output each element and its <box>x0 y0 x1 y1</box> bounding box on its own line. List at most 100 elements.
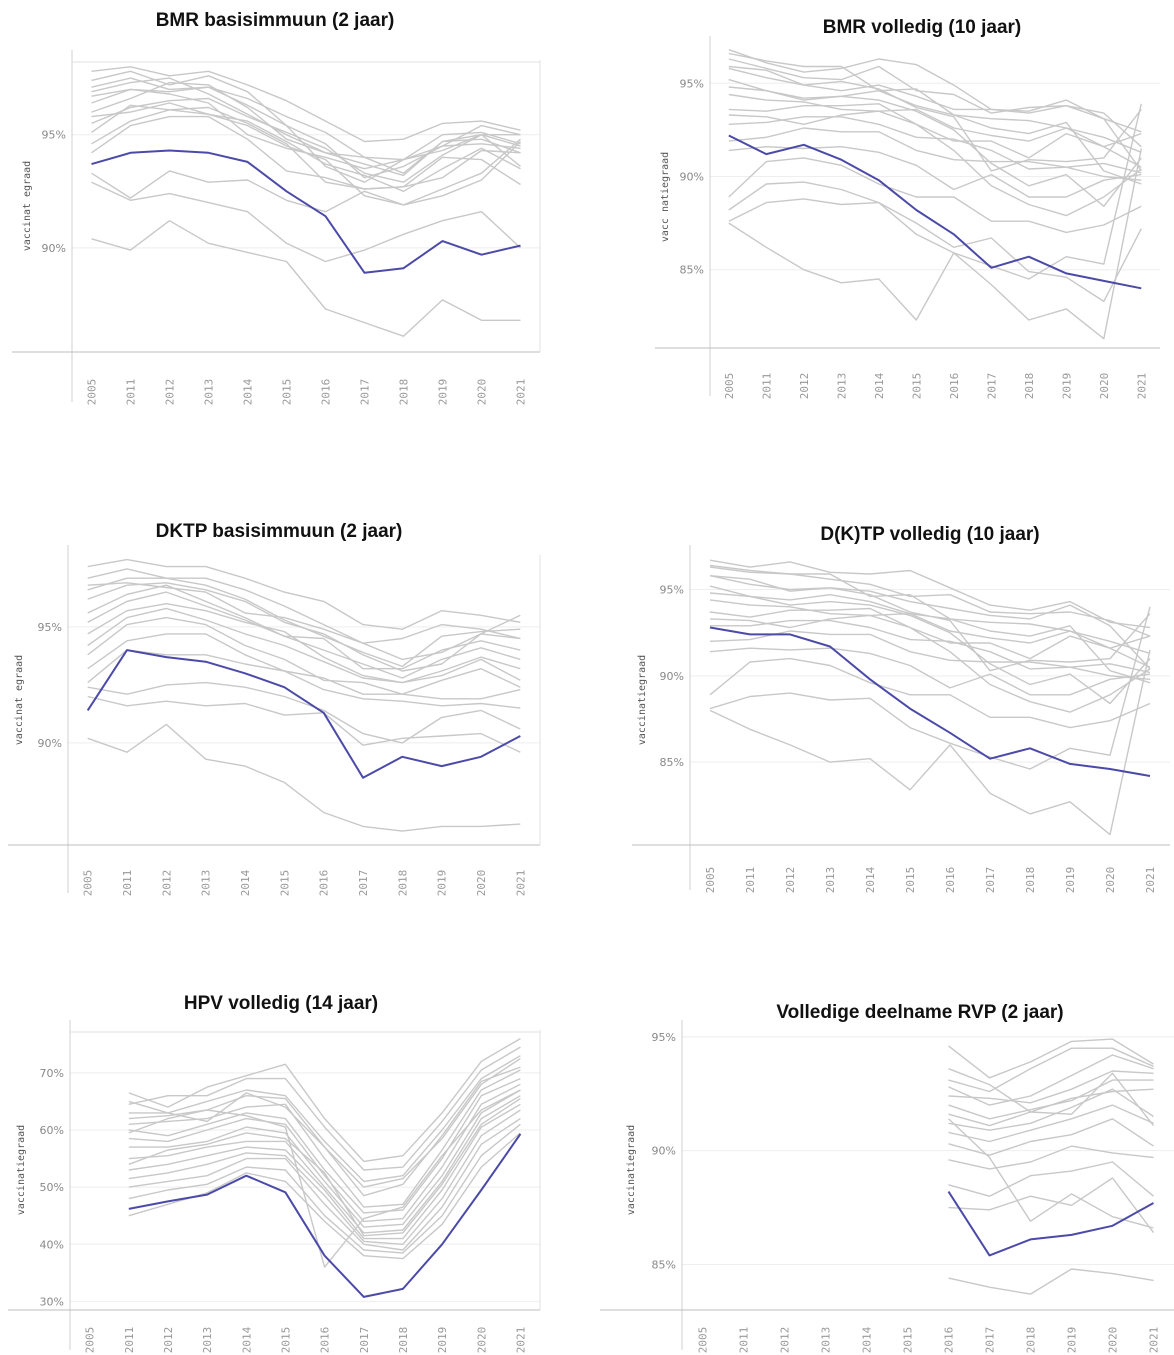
y-tick-label: 90% <box>680 170 704 183</box>
x-tick-label: 2014 <box>861 1326 874 1353</box>
series-line <box>91 77 521 161</box>
y-axis-label: vaccinatiegraad <box>626 1125 637 1215</box>
series-line <box>948 1088 1154 1131</box>
x-tick-label: 2014 <box>239 869 252 896</box>
series-line <box>709 564 1151 684</box>
series-line <box>91 97 521 183</box>
x-tick-label: 2021 <box>1148 1327 1161 1354</box>
y-tick-label: 85% <box>680 264 704 277</box>
x-tick-label: 2015 <box>278 870 291 897</box>
x-tick-label: 2017 <box>985 373 998 400</box>
highlight-series-line <box>91 149 521 274</box>
series-line <box>87 603 521 684</box>
x-tick-label: 2005 <box>704 867 717 894</box>
series-line <box>91 106 521 190</box>
x-tick-label: 2017 <box>984 1327 997 1354</box>
y-tick-label: 85% <box>652 1258 676 1271</box>
y-tick-label: 95% <box>660 584 684 597</box>
y-tick-label: 30% <box>40 1295 64 1308</box>
chart-title: HPV volledig (14 jaar) <box>183 993 379 1014</box>
series-line <box>91 77 521 177</box>
series-line <box>87 616 521 695</box>
x-tick-label: 2011 <box>738 1327 751 1354</box>
series-line <box>728 127 1142 181</box>
chart-panel: 95% 90% 85% 2005 2011 2012 2013 2014 2015 2016 201… <box>655 36 1160 399</box>
x-tick-label: 2020 <box>1104 867 1117 894</box>
x-tick-label: 2015 <box>904 867 917 894</box>
x-tick-label: 2013 <box>200 870 213 897</box>
x-tick-label: 2011 <box>123 1327 136 1354</box>
highlight-series-line <box>728 134 1142 290</box>
x-tick-label: 2011 <box>121 870 134 897</box>
y-tick-label: 95% <box>42 129 66 142</box>
chart-title: BMR volledig (10 jaar) <box>822 17 1022 38</box>
x-tick-label: 2013 <box>820 1327 833 1354</box>
series-line <box>948 1070 1154 1104</box>
x-tick-label: 2019 <box>1064 867 1077 894</box>
y-tick-label: 95% <box>652 1031 676 1044</box>
series-line <box>87 591 521 679</box>
series-line <box>91 70 521 179</box>
series-line <box>128 1046 521 1171</box>
x-tick-label: 2016 <box>944 867 957 894</box>
chart-title: BMR basisimmuun (2 jaar) <box>155 10 395 31</box>
chart-title: DKTP basisimmuun (2 jaar) <box>155 521 403 542</box>
x-tick-label: 2017 <box>357 870 370 897</box>
series-line <box>728 49 1142 133</box>
highlight-series-line <box>709 626 1151 777</box>
x-tick-label: 2018 <box>1024 867 1037 894</box>
series-line <box>948 1268 1154 1295</box>
series-line <box>128 1055 521 1183</box>
series-line <box>87 582 521 672</box>
y-axis-label: vaccinatiegraad <box>637 655 648 745</box>
series-line <box>709 575 1151 672</box>
x-tick-label: 2012 <box>779 1327 792 1354</box>
x-tick-label: 2018 <box>397 1327 410 1354</box>
series-line <box>709 647 1151 696</box>
series-line <box>728 86 1142 207</box>
series-line <box>91 115 521 190</box>
series-line <box>87 582 521 661</box>
series-line <box>728 65 1142 172</box>
x-tick-label: 2018 <box>398 379 411 406</box>
y-axis-label: vacc natiegraad <box>660 152 671 242</box>
x-tick-label: 2013 <box>201 1327 214 1354</box>
x-tick-label: 2005 <box>723 373 736 400</box>
x-tick-label: 2020 <box>1098 373 1111 400</box>
x-tick-label: 2021 <box>1135 373 1148 400</box>
chart-panel: 95% 90% 2005 2011 2012 2013 2014 2015 2016 2017 20… <box>8 545 541 897</box>
x-tick-label: 2017 <box>359 379 372 406</box>
series-line <box>128 1083 521 1223</box>
y-tick-label: 90% <box>42 242 66 255</box>
series-line <box>728 52 1142 185</box>
series-line <box>87 607 521 684</box>
series-line <box>87 558 521 630</box>
highlight-series-line <box>128 1133 522 1298</box>
series-line <box>728 157 1142 234</box>
x-tick-label: 2015 <box>279 1327 292 1354</box>
x-tick-label: 2020 <box>475 1327 488 1354</box>
series-line <box>709 614 1151 713</box>
x-tick-label: 2012 <box>798 373 811 400</box>
y-tick-label: 70% <box>40 1067 64 1080</box>
x-tick-label: 2016 <box>943 1327 956 1354</box>
series-line <box>948 1047 1154 1093</box>
x-tick-label: 2021 <box>515 379 528 406</box>
series-line <box>948 1038 1154 1079</box>
x-tick-label: 2013 <box>203 379 216 406</box>
series-line <box>128 1089 521 1228</box>
x-tick-label: 2020 <box>476 379 489 406</box>
x-tick-label: 2011 <box>125 379 138 406</box>
x-tick-label: 2018 <box>1025 1327 1038 1354</box>
y-axis-label: vaccinat egraad <box>22 161 33 251</box>
chart-panel: 95% 90% 85% 2005 2011 2012 2013 2014 2015 2016 201… <box>600 1020 1174 1353</box>
series-line <box>728 116 1142 174</box>
y-tick-label: 60% <box>40 1124 64 1137</box>
x-tick-label: 2005 <box>697 1327 710 1354</box>
x-tick-label: 2018 <box>1023 373 1036 400</box>
x-tick-label: 2005 <box>86 379 99 406</box>
x-tick-label: 2005 <box>82 870 95 897</box>
series-line <box>728 103 1142 280</box>
x-tick-label: 2013 <box>824 867 837 894</box>
series-line <box>709 649 1151 836</box>
